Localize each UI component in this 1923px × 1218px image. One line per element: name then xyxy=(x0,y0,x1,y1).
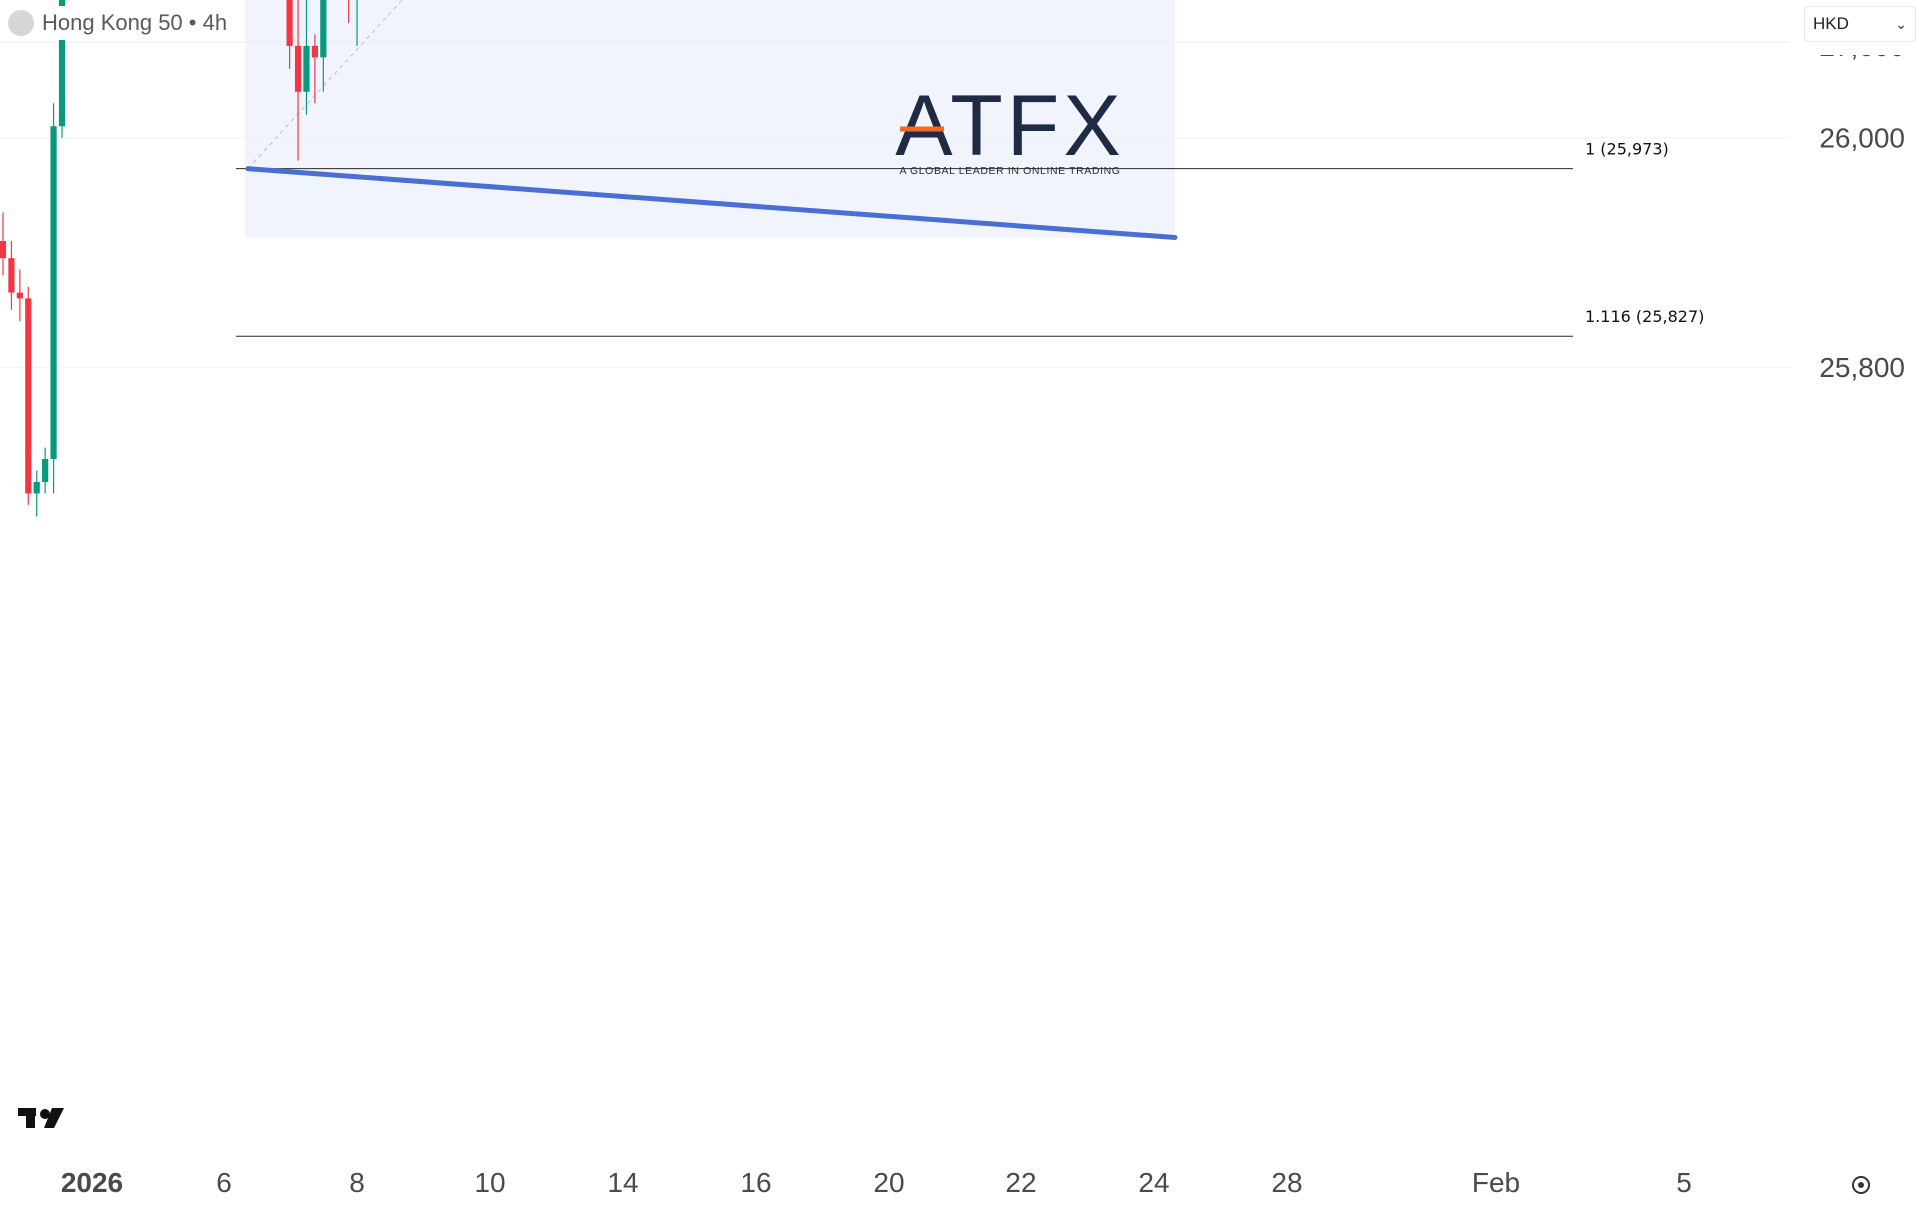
candle xyxy=(25,286,32,505)
y-tick-label: 26,000 xyxy=(1819,123,1905,154)
candle xyxy=(42,447,49,494)
candle xyxy=(311,34,319,104)
candle xyxy=(286,0,293,69)
fib-range-box-fill xyxy=(245,0,1175,238)
x-tick-label: 20 xyxy=(873,1167,904,1198)
x-axis: 2026 6 8 10 14 16 20 22 24 28 Feb 5 xyxy=(61,1167,1692,1198)
candle xyxy=(303,0,310,115)
logo-tagline: A GLOBAL LEADER IN ONLINE TRADING xyxy=(899,165,1120,177)
axis-clip xyxy=(1790,40,1923,55)
candle xyxy=(33,470,40,517)
candle-body xyxy=(42,459,49,482)
candle-body xyxy=(0,240,7,259)
candle-body xyxy=(50,126,57,459)
currency-value: HKD xyxy=(1813,14,1849,33)
candle-body xyxy=(320,0,327,58)
candle xyxy=(50,103,57,494)
chevron-down-icon: ⌄ xyxy=(1895,15,1907,32)
candle-body xyxy=(311,45,319,58)
candles xyxy=(0,0,358,517)
logo-brand: ATFX xyxy=(895,78,1124,174)
channel-lower-line xyxy=(245,166,1178,241)
y-axis: 25,80026,00026,20026,40026,60026,80027,0… xyxy=(1790,31,1923,383)
x-tick-label: Feb xyxy=(1472,1167,1520,1198)
candle xyxy=(8,240,15,310)
candle-body xyxy=(8,258,15,293)
candle-body xyxy=(58,0,66,127)
candle-body xyxy=(16,292,23,299)
price-channel xyxy=(245,166,1178,241)
symbol-title: Hong Kong 50 • 4h xyxy=(42,10,228,35)
candle-body xyxy=(286,0,293,46)
symbol-header: Hong Kong 50 • 4h xyxy=(8,6,238,40)
atfx-logo: ATFX A GLOBAL LEADER IN ONLINE TRADING xyxy=(895,78,1124,177)
x-tick-label: 2026 xyxy=(61,1167,123,1198)
fib-range-box xyxy=(245,0,1175,238)
currency-select[interactable]: HKD ⌄ xyxy=(1804,6,1916,42)
candle-body xyxy=(294,45,302,92)
x-tick-label: 16 xyxy=(740,1167,771,1198)
x-tick-label: 6 xyxy=(216,1167,232,1198)
x-tick-label: 22 xyxy=(1005,1167,1036,1198)
fib-levels: 0 (27,237)0.116 (27,091)0.236 (26,939)0.… xyxy=(236,0,1704,337)
x-tick-label: 5 xyxy=(1676,1167,1692,1198)
fib-label: 1 (25,973) xyxy=(1585,140,1669,159)
candle-body xyxy=(33,481,40,494)
candle xyxy=(16,269,23,322)
symbol-icon xyxy=(8,10,34,36)
x-tick-label: 14 xyxy=(607,1167,638,1198)
settings-icon[interactable] xyxy=(1852,1176,1870,1194)
candle xyxy=(294,0,302,161)
x-tick-label: 10 xyxy=(474,1167,505,1198)
x-tick-label: 28 xyxy=(1271,1167,1302,1198)
candle xyxy=(320,0,327,92)
x-tick-label: 24 xyxy=(1138,1167,1169,1198)
fib-label: 1.116 (25,827) xyxy=(1585,307,1704,326)
candle-body xyxy=(25,298,32,494)
candle xyxy=(0,212,7,276)
y-tick-label: 25,800 xyxy=(1819,352,1905,383)
candle-body xyxy=(303,45,310,92)
candle xyxy=(58,0,66,138)
x-tick-label: 8 xyxy=(349,1167,365,1198)
tradingview-logo-icon xyxy=(18,1108,64,1128)
candle xyxy=(356,0,358,46)
